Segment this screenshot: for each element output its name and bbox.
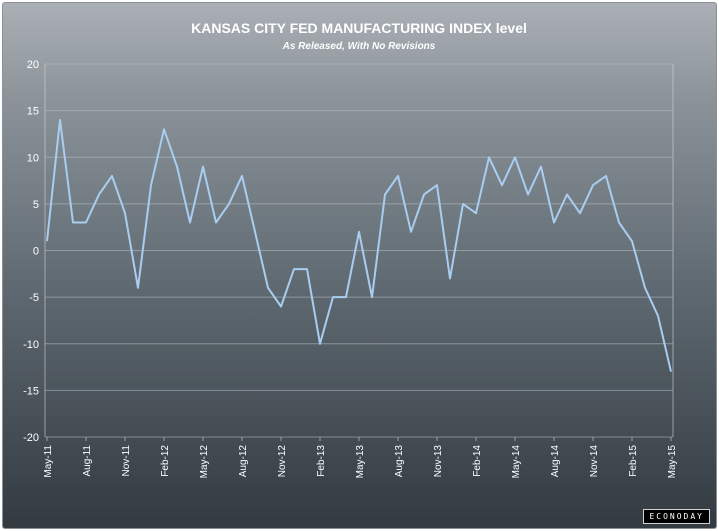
data-point	[370, 295, 374, 299]
data-point	[292, 267, 296, 271]
y-tick-label: 0	[33, 246, 39, 258]
x-tick-label: Feb-13	[316, 445, 327, 477]
x-tick-label: May-12	[199, 445, 210, 479]
data-point	[45, 239, 49, 243]
data-point	[58, 118, 62, 122]
x-tick-label: Aug-11	[82, 445, 93, 477]
y-tick-label: 20	[27, 59, 39, 71]
data-point	[266, 286, 270, 290]
data-point	[279, 305, 283, 309]
econoday-logo: ECONODAY	[643, 509, 710, 524]
data-point	[630, 239, 634, 243]
x-tick-label: Feb-14	[472, 445, 483, 477]
data-point	[383, 193, 387, 197]
chart-subtitle: As Released, With No Revisions	[282, 41, 436, 52]
data-point	[318, 342, 322, 346]
data-point	[97, 193, 101, 197]
data-point	[188, 221, 192, 225]
y-tick-label: -5	[29, 292, 39, 304]
data-point	[617, 221, 621, 225]
data-point	[669, 370, 673, 374]
y-tick-label: -15	[23, 385, 39, 397]
data-point	[448, 277, 452, 281]
x-tick-label: Aug-13	[394, 445, 405, 478]
x-tick-label: May-13	[355, 445, 366, 479]
series-line	[46, 118, 672, 372]
y-axis: 20 15 10 5 0 -5 -10 -15 -20	[23, 59, 39, 444]
x-tick-label: Aug-14	[550, 445, 561, 478]
series-layer	[46, 118, 672, 372]
x-tick-label: Nov-12	[277, 445, 288, 478]
data-point	[71, 221, 75, 225]
data-point	[539, 165, 543, 169]
data-point	[578, 211, 582, 215]
y-tick-label: 10	[27, 152, 39, 164]
data-point	[357, 230, 361, 234]
data-point	[422, 193, 426, 197]
x-axis: May-11 Aug-11 Nov-11 Feb-12 May-12 Aug-12 Nov-…	[43, 437, 678, 478]
x-tick-label: Feb-15	[628, 445, 639, 477]
data-point	[435, 183, 439, 187]
y-tick-label: -10	[23, 339, 39, 351]
data-point	[305, 267, 309, 271]
data-point	[162, 127, 166, 131]
y-tick-label: 15	[27, 106, 39, 118]
y-tick-label: 5	[33, 199, 39, 211]
data-point	[513, 155, 517, 159]
data-point	[149, 183, 153, 187]
data-point	[526, 193, 530, 197]
y-tick-label: -20	[23, 432, 39, 444]
data-points	[45, 118, 673, 374]
gridlines	[44, 63, 674, 438]
data-point	[110, 174, 114, 178]
data-point	[214, 221, 218, 225]
x-tick-label: Nov-13	[433, 445, 444, 478]
x-tick-label: May-11	[43, 445, 54, 478]
data-point	[604, 174, 608, 178]
x-tick-label: Aug-12	[238, 445, 249, 478]
data-point	[175, 165, 179, 169]
data-point	[253, 230, 257, 234]
line-chart: KANSAS CITY FED MANUFACTURING INDEX leve…	[23, 20, 678, 478]
data-point	[487, 155, 491, 159]
data-point	[227, 202, 231, 206]
data-point	[643, 286, 647, 290]
data-point	[84, 221, 88, 225]
x-tick-label: Feb-12	[160, 445, 171, 477]
data-point	[500, 183, 504, 187]
data-point	[656, 314, 660, 318]
data-point	[240, 174, 244, 178]
data-point	[474, 211, 478, 215]
data-point	[201, 165, 205, 169]
data-point	[331, 295, 335, 299]
data-point	[565, 193, 569, 197]
data-point	[409, 230, 413, 234]
data-point	[552, 221, 556, 225]
x-tick-label: Nov-11	[121, 445, 132, 477]
x-tick-label: Nov-14	[589, 445, 600, 478]
data-point	[344, 295, 348, 299]
data-point	[461, 202, 465, 206]
data-point	[396, 174, 400, 178]
data-point	[136, 286, 140, 290]
chart-title: KANSAS CITY FED MANUFACTURING INDEX leve…	[191, 20, 527, 36]
data-point	[591, 183, 595, 187]
x-tick-label: May-14	[511, 445, 522, 479]
x-tick-label: May-15	[667, 445, 678, 479]
data-point	[123, 211, 127, 215]
